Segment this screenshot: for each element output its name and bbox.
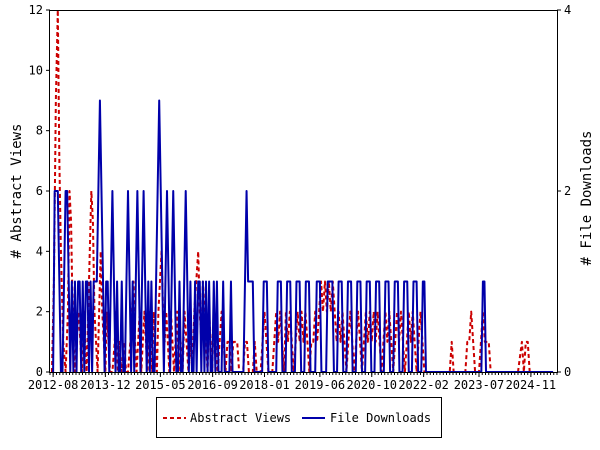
left-tick-label: 10 (29, 63, 43, 77)
x-tick-label: 2023-07 (454, 378, 505, 392)
x-tick-label: 2016-09 (187, 378, 238, 392)
left-tick-label: 6 (36, 184, 43, 198)
right-y-axis-label: # File Downloads (579, 131, 595, 266)
right-tick-label: 0 (564, 365, 571, 379)
x-tick-label: 2012-08 (28, 378, 79, 392)
x-tick-label: 2013-12 (80, 378, 131, 392)
legend-label-abstract-views: Abstract Views (190, 411, 291, 425)
left-tick-label: 0 (36, 365, 43, 379)
left-tick-label: 8 (36, 124, 43, 138)
legend: Abstract Views File Downloads (156, 397, 442, 438)
x-tick-label: 2019-06 (295, 378, 346, 392)
left-y-axis: 0 2 4 6 8 10 12 (29, 3, 50, 379)
x-tick-label: 2015-05 (135, 378, 186, 392)
left-y-axis-label: # Abstract Views (9, 124, 25, 259)
x-tick-label: 2024-11 (506, 378, 557, 392)
x-tick-label: 2018-01 (239, 378, 290, 392)
right-tick-label: 4 (564, 3, 571, 17)
x-tick-label: 2022-02 (398, 378, 449, 392)
left-tick-label: 12 (29, 3, 43, 17)
right-tick-label: 2 (564, 184, 571, 198)
left-tick-label: 2 (36, 305, 43, 319)
x-tick-label: 2020-10 (346, 378, 397, 392)
legend-box (156, 397, 442, 438)
legend-label-file-downloads: File Downloads (330, 411, 431, 425)
right-y-axis: 0 2 4 (557, 3, 571, 379)
x-axis: 2012-08 2013-12 2015-05 2016-09 2018-01 2019-… (28, 372, 558, 392)
left-tick-label: 4 (36, 244, 43, 258)
